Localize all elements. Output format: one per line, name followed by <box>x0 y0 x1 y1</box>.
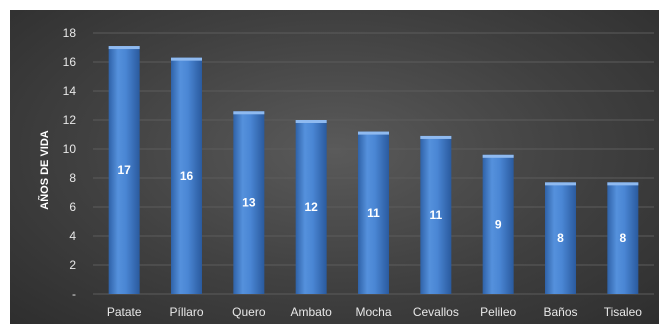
y-tick-label: 16 <box>63 55 77 69</box>
x-tick-label: Pelileo <box>480 305 516 319</box>
y-tick-label: 12 <box>63 113 77 127</box>
x-tick-label: Baños <box>543 305 577 319</box>
bar-píllaro <box>171 57 202 295</box>
x-tick-label: Cevallos <box>413 305 459 319</box>
bar-top-highlight <box>108 46 140 50</box>
y-tick-label: 8 <box>69 171 76 185</box>
y-tick-label: 4 <box>69 229 76 243</box>
data-label: 8 <box>557 231 564 245</box>
x-tick-label: Quero <box>232 305 266 319</box>
data-label: 16 <box>180 169 194 183</box>
y-tick-label: 10 <box>63 142 77 156</box>
y-axis-label: AÑOS DE VIDA <box>38 130 51 210</box>
y-tick-label: 6 <box>69 200 76 214</box>
data-label: 8 <box>619 231 626 245</box>
bars: 17 16 13 12 11 11 9 8 8 <box>108 46 639 295</box>
y-tick-label: - <box>72 287 76 301</box>
bar-top-highlight <box>482 154 514 158</box>
bar-patate <box>108 46 140 294</box>
bar-cevallos <box>420 135 452 294</box>
x-axis-ticks: Patate Píllaro Quero Ambato Mocha Cevallos Pel… <box>107 305 642 319</box>
bar-top-highlight <box>545 182 576 186</box>
x-tick-label: Patate <box>107 305 142 319</box>
data-label: 13 <box>242 196 256 210</box>
bar-top-highlight <box>420 135 452 139</box>
bar-top-highlight <box>171 57 202 61</box>
bar-top-highlight <box>295 120 327 123</box>
bar-quero <box>233 111 265 294</box>
data-label: 17 <box>117 163 131 177</box>
data-label: 9 <box>495 217 502 231</box>
bar-mocha <box>358 131 389 294</box>
x-tick-label: Ambato <box>290 305 332 319</box>
x-tick-label: Píllaro <box>169 305 203 319</box>
y-tick-label: 18 <box>63 26 77 40</box>
y-tick-label: 2 <box>69 258 76 272</box>
data-label: 11 <box>367 206 380 220</box>
bar-top-highlight <box>607 182 639 186</box>
bar-pelileo <box>482 154 514 294</box>
x-tick-label: Tisaleo <box>604 305 643 319</box>
y-tick-label: 14 <box>63 84 77 98</box>
bar-baños <box>545 182 576 294</box>
data-label: 11 <box>429 208 442 222</box>
x-tick-label: Mocha <box>355 305 391 319</box>
y-axis-ticks: - 2 4 6 8 10 12 14 16 18 <box>63 26 77 301</box>
data-label: 12 <box>304 200 318 214</box>
bar-top-highlight <box>233 111 265 115</box>
bar-chart: - 2 4 6 8 10 12 14 16 18 17 16 13 12 11 11 9 8 8 Patate Pí… <box>38 26 654 319</box>
bar-top-highlight <box>358 131 389 135</box>
chart-area: - 2 4 6 8 10 12 14 16 18 17 16 13 12 11 11 9 8 8 Patate Pí… <box>10 10 659 324</box>
bar-tisaleo <box>607 182 639 294</box>
bar-ambato <box>295 120 327 294</box>
